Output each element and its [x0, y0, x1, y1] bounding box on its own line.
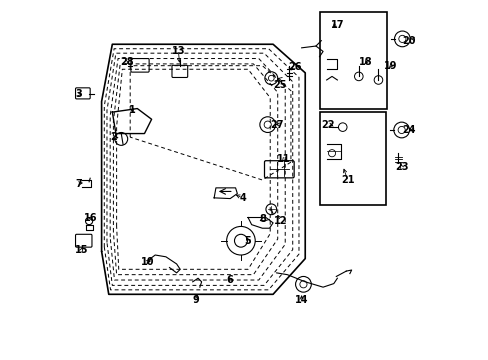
Text: 5: 5	[244, 236, 251, 246]
Text: 12: 12	[273, 216, 286, 226]
Text: 17: 17	[330, 19, 344, 30]
Text: 10: 10	[141, 257, 155, 267]
Text: 28: 28	[120, 57, 133, 67]
Text: 4: 4	[239, 193, 245, 203]
Text: 16: 16	[84, 212, 98, 222]
Text: 11: 11	[277, 154, 290, 163]
Text: 3: 3	[75, 89, 81, 99]
Text: 24: 24	[401, 125, 415, 135]
Text: 18: 18	[358, 57, 372, 67]
Text: 14: 14	[294, 295, 308, 305]
Text: 26: 26	[287, 63, 301, 72]
Text: 27: 27	[269, 120, 283, 130]
Text: 23: 23	[394, 162, 407, 172]
Text: 6: 6	[226, 275, 233, 285]
Text: 7: 7	[75, 179, 81, 189]
Text: 2: 2	[110, 132, 117, 142]
Text: 20: 20	[401, 36, 415, 46]
Bar	[319, 112, 385, 205]
Text: 9: 9	[192, 295, 199, 305]
Text: 22: 22	[321, 120, 334, 130]
Text: 25: 25	[273, 80, 286, 90]
Bar	[319, 12, 386, 109]
Text: 13: 13	[171, 46, 185, 57]
Text: 19: 19	[384, 61, 397, 71]
Text: 8: 8	[258, 214, 265, 224]
Text: 15: 15	[75, 245, 88, 255]
Text: 1: 1	[128, 105, 135, 115]
Text: 21: 21	[341, 175, 354, 185]
